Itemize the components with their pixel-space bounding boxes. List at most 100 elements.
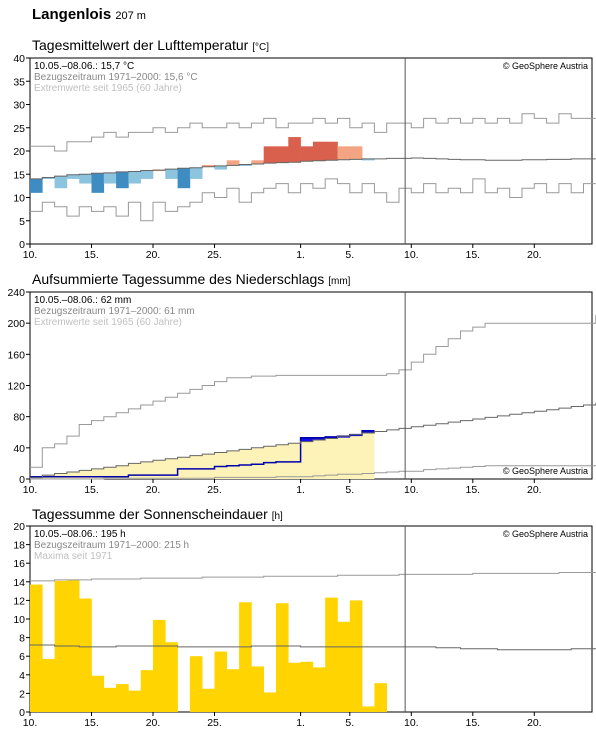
- precip-deficit-bar: [54, 473, 68, 477]
- x-tick-label: 15.: [465, 249, 480, 261]
- precip-deficit-bar: [202, 454, 215, 469]
- precip-deficit-bar: [116, 465, 129, 477]
- temperature-bar: [214, 165, 228, 170]
- temperature-bar: [140, 170, 154, 179]
- x-tick-label: 10.: [404, 484, 419, 496]
- x-tick-label: 15.: [84, 484, 99, 496]
- x-tick-label: 5.: [345, 717, 354, 729]
- x-tick-label: 20.: [146, 717, 161, 729]
- sunshine-bar: [362, 706, 375, 712]
- y-tick-label: 120: [7, 381, 25, 393]
- sunshine-bar: [103, 687, 117, 712]
- x-tick-label: 25.: [207, 484, 222, 496]
- sunshine-unit-text: h: [274, 511, 281, 522]
- precip-deficit-bar: [91, 468, 105, 477]
- y-tick-label: 16: [13, 558, 25, 570]
- precip-deficit-bar: [66, 471, 80, 477]
- copyright-notice: © GeoSphere Austria: [503, 529, 588, 539]
- sunshine-bar: [42, 658, 55, 712]
- max-line: [30, 572, 596, 582]
- y-tick-label: 80: [13, 412, 25, 424]
- info-line-3: Extremwerte seit 1965 (60 Jahre): [34, 317, 182, 328]
- x-tick-label: 25.: [207, 249, 222, 261]
- y-tick-label: 35: [13, 76, 25, 88]
- sunshine-bar: [337, 621, 351, 712]
- sunshine-bar: [116, 684, 129, 712]
- temperature-chart-title: Tagesmittelwert der Lufttemperatur [°C]: [32, 37, 269, 53]
- y-tick-label: 20: [13, 521, 25, 533]
- y-tick-label: 30: [13, 100, 25, 112]
- sunshine-bar: [251, 666, 264, 712]
- sunshine-bar: [288, 662, 301, 712]
- temperature-bar: [202, 164, 215, 167]
- temperature-bar: [276, 146, 289, 163]
- y-tick-label: 160: [7, 349, 25, 361]
- temperature-bar: [226, 160, 240, 166]
- info-line-2: Bezugszeitraum 1971–2000: 215 h: [34, 540, 189, 551]
- max-line: [30, 113, 596, 152]
- temperature-bar: [349, 146, 363, 160]
- x-tick-label: 20.: [527, 484, 542, 496]
- temperature-bar: [300, 146, 314, 162]
- sunshine-bar: [239, 602, 252, 712]
- y-tick-label: 4: [19, 670, 25, 682]
- sunshine-bar: [30, 584, 43, 712]
- sunshine-bar: [374, 683, 387, 712]
- temperature-bar: [337, 146, 351, 160]
- temperature-unit: [°C]: [252, 42, 270, 53]
- y-tick-label: 8: [19, 633, 25, 645]
- station-name: Langenlois: [32, 6, 112, 23]
- x-tick-label: 15.: [84, 249, 99, 261]
- y-tick-label: 6: [19, 651, 25, 663]
- precip-sum-line: [30, 429, 375, 478]
- info-line-2: Bezugszeitraum 1971–2000: 15,6 °C: [34, 72, 198, 83]
- sunshine-chart-title: Tagessumme der Sonnenscheindauer [h]: [32, 506, 283, 522]
- sunshine-bar: [189, 656, 203, 712]
- x-tick-label: 15.: [465, 717, 480, 729]
- precip-deficit-bar: [276, 444, 289, 462]
- station-elevation: 207 m: [115, 10, 146, 22]
- precip-deficit-bar: [251, 447, 264, 465]
- info-line-3: Extremwerte seit 1965 (60 Jahre): [34, 83, 182, 94]
- sunshine-bar: [349, 600, 363, 712]
- x-tick-label: 5.: [345, 249, 354, 261]
- copyright-notice: © GeoSphere Austria: [503, 466, 588, 476]
- info-line-3: Maxima seit 1971: [34, 551, 113, 562]
- precip-surplus-bar: [312, 437, 326, 441]
- sunshine-bar: [325, 597, 338, 712]
- x-tick-label: 10.: [23, 249, 38, 261]
- sunshine-bar: [312, 667, 326, 712]
- temperature-bar: [251, 160, 264, 165]
- temperature-bar: [325, 141, 338, 161]
- precip-deficit-bar: [288, 443, 301, 462]
- max-line: [30, 314, 596, 468]
- y-tick-label: 40: [13, 53, 25, 65]
- precip-deficit-bar: [79, 470, 92, 477]
- sunshine-bar: [202, 688, 215, 712]
- sunshine-title-text: Tagessumme der Sonnenscheindauer: [32, 506, 268, 522]
- precipitation-title-text: Aufsummierte Tagessumme des Niederschlag…: [32, 271, 325, 287]
- precip-deficit-bar: [128, 463, 141, 476]
- x-tick-label: 10.: [404, 717, 419, 729]
- precip-deficit-bar: [177, 457, 191, 469]
- y-tick-label: 14: [13, 577, 25, 589]
- x-tick-label: 10.: [404, 249, 419, 261]
- x-tick-label: 5.: [345, 484, 354, 496]
- temperature-bar: [189, 167, 203, 179]
- y-tick-label: 40: [13, 443, 25, 455]
- precip-deficit-bar: [263, 446, 277, 463]
- x-tick-label: 20.: [527, 717, 542, 729]
- precip-deficit-bar: [153, 460, 166, 476]
- info-line-1: 10.05.–08.06.: 195 h: [34, 529, 126, 540]
- temperature-bar: [116, 171, 129, 189]
- temperature-bar: [177, 168, 191, 189]
- precip-deficit-bar: [189, 455, 203, 469]
- chart-panel-2: 0 2 4 6 8 10 12 14 16 18 20 10. 15. 20. 25. 1. 5. 10. 15. 2…: [13, 521, 596, 729]
- precip-deficit-bar: [140, 461, 154, 476]
- temperature-bar: [30, 178, 43, 193]
- sunshine-bar: [214, 651, 228, 712]
- temperature-bar: [165, 169, 178, 179]
- sunshine-bar: [165, 642, 178, 712]
- chart-panel-0: 0 5 10 15 20 25 30 35 40 10. 15. 20. 25. 1. 5. 10. 15. 20…: [13, 53, 596, 261]
- x-tick-label: 15.: [465, 484, 480, 496]
